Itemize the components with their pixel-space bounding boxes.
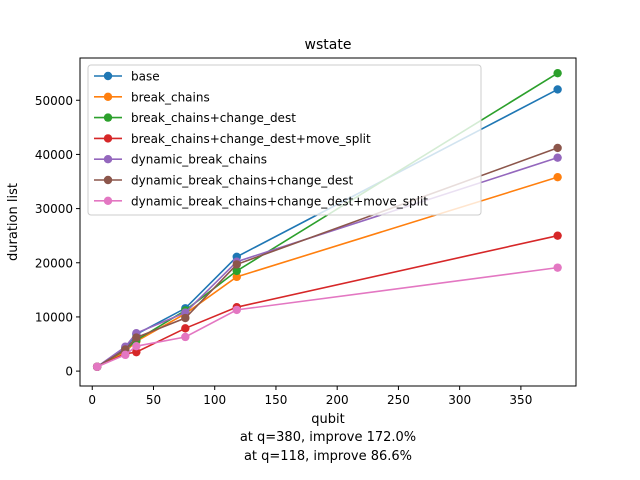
y-tick-label: 10000 — [35, 310, 73, 324]
x-tick-label: 50 — [146, 393, 161, 407]
data-point — [132, 333, 141, 342]
data-point — [232, 305, 241, 315]
x-tick-label: 300 — [448, 393, 471, 407]
data-point — [181, 313, 190, 323]
legend-label: dynamic_break_chains — [131, 153, 267, 167]
series-line — [96, 234, 558, 368]
y-tick-label: 30000 — [35, 202, 73, 216]
legend-label: break_chains+change_dest — [131, 111, 296, 125]
legend-marker — [103, 155, 113, 164]
y-tick-label: 50000 — [35, 94, 73, 108]
legend-entry: dynamic_break_chains+change_dest — [94, 174, 353, 188]
data-point — [553, 143, 562, 153]
legend-entry: dynamic_break_chains — [94, 153, 267, 167]
series-line — [96, 266, 558, 368]
data-point — [132, 347, 141, 357]
x-axis-label: qubit — [311, 412, 344, 427]
data-point — [181, 324, 190, 333]
legend-marker — [103, 134, 113, 143]
plot-area — [92, 68, 562, 371]
legend-entry: break_chains — [94, 90, 210, 104]
x-tick-label: 200 — [326, 393, 349, 407]
x-tick-label: 0 — [88, 393, 96, 407]
annotation-q380: at q=380, improve 172.0% — [240, 430, 416, 445]
legend-entry: break_chains+change_dest — [94, 111, 296, 125]
y-tick-label: 0 — [65, 365, 73, 379]
x-tick-label: 100 — [203, 393, 226, 407]
data-point — [553, 172, 562, 182]
series-6 — [92, 263, 562, 371]
legend-label: dynamic_break_chains+change_dest — [131, 174, 353, 188]
y-tick-label: 20000 — [35, 256, 73, 270]
legend-box — [87, 64, 482, 216]
legend-marker — [103, 92, 113, 102]
legend-marker — [103, 71, 113, 81]
legend-marker — [103, 196, 113, 205]
series-line — [96, 147, 558, 368]
chart-title: wstate — [305, 37, 352, 53]
legend-label: dynamic_break_chains+change_dest+move_sp… — [131, 194, 428, 208]
legend-label: base — [131, 70, 160, 84]
legend-label: break_chains — [131, 90, 210, 104]
legend: base break_chains break_chains+change_dest… — [87, 64, 482, 216]
data-point — [232, 260, 241, 269]
legend-entry: dynamic_break_chains+change_dest+move_sp… — [94, 194, 428, 208]
x-tick-label: 250 — [387, 393, 410, 407]
y-axis-ticks: 0 10000 20000 30000 40000 50000 — [35, 94, 80, 379]
data-point — [232, 272, 241, 282]
data-point — [553, 153, 562, 162]
annotation-q118: at q=118, improve 86.6% — [244, 449, 412, 464]
data-point — [553, 231, 562, 240]
data-point — [553, 68, 562, 78]
x-tick-label: 350 — [509, 393, 532, 407]
y-axis-label: duration list — [6, 183, 21, 261]
data-point — [121, 350, 130, 360]
data-point — [232, 266, 241, 276]
legend-entry: base — [94, 70, 160, 84]
x-axis-ticks: 0 50 100 150 200 250 300 350 — [88, 386, 532, 407]
legend-marker — [103, 113, 113, 122]
legend-marker — [103, 175, 113, 185]
y-tick-label: 40000 — [35, 148, 73, 162]
legend-entry: break_chains+change_dest+move_split — [94, 132, 371, 146]
data-point — [132, 341, 141, 351]
data-point — [553, 263, 562, 272]
data-point — [92, 362, 102, 371]
x-tick-label: 150 — [264, 393, 287, 407]
axes-frame — [79, 57, 577, 387]
legend-label: break_chains+change_dest+move_split — [131, 132, 371, 146]
data-point — [553, 85, 562, 94]
data-point — [181, 332, 190, 342]
